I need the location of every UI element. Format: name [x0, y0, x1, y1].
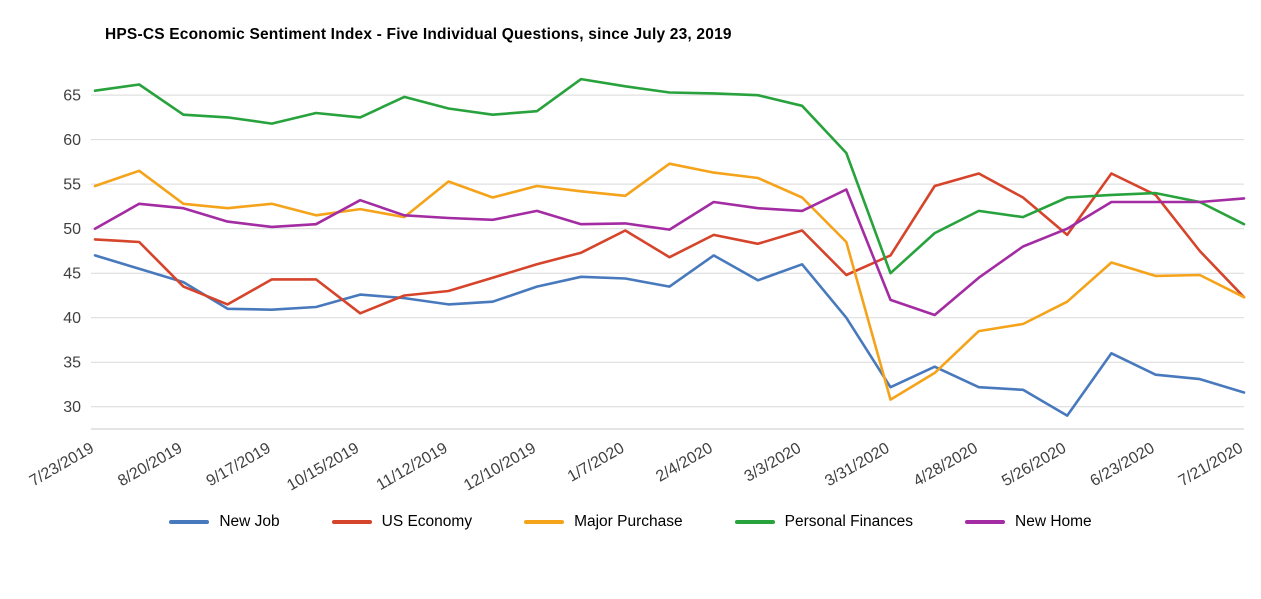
- x-tick-label: 3/31/2020: [822, 440, 892, 490]
- chart-title: HPS-CS Economic Sentiment Index - Five I…: [105, 26, 732, 43]
- x-tick-label: 7/23/2019: [27, 440, 97, 490]
- legend-label: US Economy: [381, 513, 473, 530]
- legend-swatch: [524, 520, 565, 524]
- sentiment-line-chart: 30 35 40 45 50 55 60 65 7/23/2019 8/20/2019 9/17/2…: [27, 77, 1246, 495]
- legend-item-new-home: New Home: [965, 513, 1092, 531]
- legend-label: New Job: [219, 513, 280, 530]
- y-tick-label: 60: [63, 132, 81, 149]
- x-tick-label: 11/12/2019: [374, 440, 451, 494]
- legend-swatch: [734, 520, 775, 524]
- series-line-major-purchase: [93, 162, 1246, 401]
- x-tick-label: 12/10/2019: [461, 440, 539, 495]
- series-line-us-economy: [93, 172, 1246, 315]
- x-tick-label: 6/23/2020: [1087, 440, 1157, 490]
- legend-item-major-purchase: Major Purchase: [524, 513, 683, 531]
- series-line-new-home: [93, 188, 1246, 317]
- legend-label: New Home: [1015, 513, 1092, 530]
- y-tick-label: 55: [63, 177, 81, 194]
- series-line-personal-finances: [93, 77, 1246, 275]
- y-tick-label: 50: [63, 221, 81, 238]
- plot-area: 30 35 40 45 50 55 60 65 7/23/2019 8/20/2019 9/17/2…: [0, 44, 1261, 511]
- x-tick-label: 8/20/2019: [115, 440, 185, 490]
- x-tick-label: 2/4/2020: [653, 440, 716, 486]
- legend-label: Major Purchase: [574, 513, 683, 530]
- series-line-new-job: [93, 254, 1246, 417]
- x-tick-label: 4/28/2020: [911, 440, 981, 490]
- x-tick-label: 9/17/2019: [204, 440, 274, 490]
- legend-swatch: [331, 520, 372, 524]
- legend-swatch: [965, 520, 1005, 524]
- legend-label: Personal Finances: [784, 513, 913, 530]
- y-tick-label: 30: [63, 399, 81, 416]
- x-tick-label: 1/7/2020: [565, 440, 628, 486]
- y-tick-label: 40: [63, 310, 81, 327]
- x-tick-label: 10/15/2019: [284, 440, 362, 495]
- chart-legend: New Job US Economy Major Purchase Personal …: [0, 513, 1261, 531]
- y-tick-label: 35: [63, 355, 81, 372]
- x-tick-label: 3/3/2020: [742, 440, 805, 486]
- x-tick-label: 7/21/2020: [1176, 440, 1246, 490]
- legend-item-new-job: New Job: [169, 513, 280, 531]
- legend-swatch: [169, 520, 210, 524]
- x-tick-label: 5/26/2020: [999, 440, 1069, 490]
- legend-item-us-economy: US Economy: [331, 513, 473, 531]
- y-tick-label: 45: [63, 266, 81, 283]
- legend-item-personal-finances: Personal Finances: [734, 513, 913, 531]
- y-tick-label: 65: [63, 88, 81, 105]
